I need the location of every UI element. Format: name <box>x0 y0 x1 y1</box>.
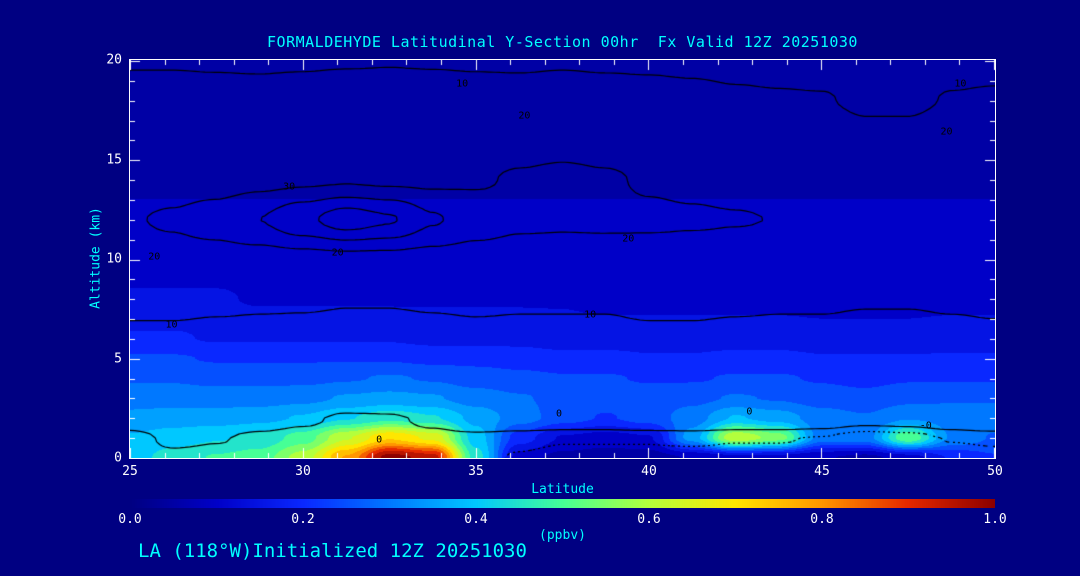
contour-line-label: 30 <box>283 181 296 193</box>
colorbar-tick-label: 1.0 <box>983 512 1007 527</box>
colorbar-tick-label: 0.6 <box>637 512 661 527</box>
contour-line-label: 20 <box>331 247 344 259</box>
init-info-text: LA (118°W)Initialized 12Z 20251030 <box>138 540 527 562</box>
x-tick-label: 25 <box>122 464 138 479</box>
contour-line-label: 10 <box>456 78 469 90</box>
contour-line-label: 10 <box>954 78 967 90</box>
colorbar-units-label: (ppbv) <box>539 528 586 543</box>
y-tick-label: 0 <box>114 450 122 466</box>
plot-canvas <box>130 60 995 458</box>
colorbar-canvas <box>130 499 995 508</box>
contour-line-label: 0 <box>746 406 753 418</box>
contour-line-label: 20 <box>622 233 635 245</box>
y-tick-label: 10 <box>106 251 122 267</box>
chart-title: FORMALDEHYDE Latitudinal Y-Section 00hr … <box>267 33 858 51</box>
contour-line-label: 20 <box>940 126 953 138</box>
plot-area: 10 10 20 20 30 20 20 20 10 10 0 0 0 -0 <box>129 59 996 459</box>
contour-line-label: -0 <box>919 420 932 432</box>
x-tick-label: 35 <box>468 464 484 479</box>
y-tick-label: 5 <box>114 351 122 366</box>
contour-line-label: 20 <box>148 251 161 263</box>
x-axis-label: Latitude <box>531 482 594 497</box>
x-tick-label: 40 <box>641 464 657 479</box>
y-tick-label: 20 <box>106 52 122 68</box>
x-tick-label: 30 <box>295 464 311 479</box>
x-tick-label: 50 <box>987 464 1003 479</box>
colorbar-tick-label: 0.8 <box>810 512 834 527</box>
colorbar-tick-label: 0.2 <box>291 512 315 527</box>
contour-line-label: 10 <box>584 309 597 321</box>
y-tick-label: 15 <box>106 152 122 167</box>
contour-line-label: 20 <box>518 110 531 122</box>
colorbar-tick-label: 0.0 <box>118 512 142 527</box>
contour-line-label: 10 <box>165 319 178 331</box>
x-tick-label: 45 <box>814 464 830 479</box>
colorbar-tick-label: 0.4 <box>464 512 488 527</box>
contour-line-label: 0 <box>556 408 563 420</box>
contour-line-label: 0 <box>376 434 383 446</box>
